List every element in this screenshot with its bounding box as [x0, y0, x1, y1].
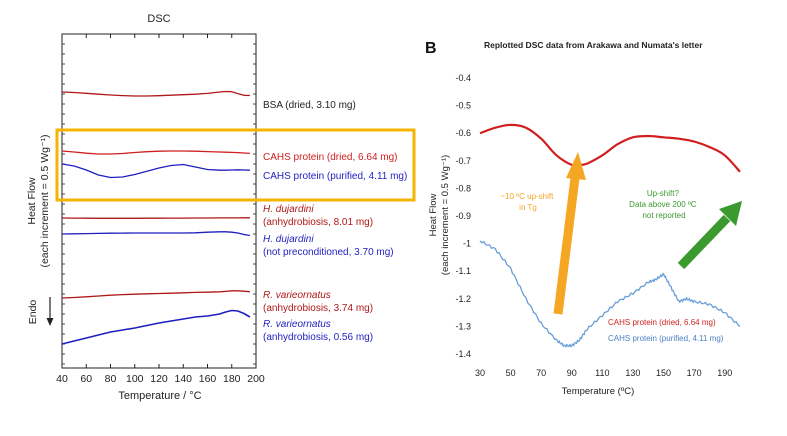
green-annotation-line1: Up-shift? — [647, 189, 680, 198]
panel-b-xtick-label: 70 — [536, 368, 546, 378]
panel-b-tick-labels: 30 50 70 90 110 130 150 170 190 -0.4 -0.5 -0.6 -0.7 -… — [455, 73, 732, 378]
panel-a-xtick-label: 160 — [199, 373, 217, 385]
panel-b-xtick-label: 110 — [595, 368, 609, 378]
panel-b-xtick-label: 170 — [687, 368, 702, 378]
panel-b-ytick-label: -0.8 — [455, 183, 471, 193]
panel-a-xtick-label: 200 — [247, 373, 265, 385]
panel-b-label: B — [425, 40, 437, 57]
panel-b-ylabel-line1: Heat Flow — [428, 193, 439, 236]
panel-a-legend-label: CAHS protein (purified, 4.11 mg) — [263, 171, 407, 182]
panel-a-legend: BSA (dried, 3.10 mg) CAHS protein (dried,… — [263, 100, 407, 343]
panel-b-title: Replotted DSC data from Arakawa and Numa… — [484, 40, 703, 50]
panel-b-ytick-label: -1.1 — [455, 266, 471, 276]
panel-a-legend-species: H. dujardini — [263, 204, 314, 215]
green-upshift-arrow-icon — [677, 201, 742, 270]
panel-b-xtick-label: 50 — [506, 368, 516, 378]
panel-b-xtick-label: 190 — [717, 368, 732, 378]
panel-a-xtick-label: 180 — [223, 373, 241, 385]
green-annotation-line2: Data above 200 ºC — [629, 200, 697, 209]
panel-a-legend-species: R. varieornatus — [263, 290, 331, 301]
panel-a-ylabel-2: (each increment = 0.5 Wg⁻¹) — [39, 134, 51, 267]
panel-a-legend-detail: (not preconditioned, 3.70 mg) — [263, 247, 394, 258]
highlight-box — [55, 128, 416, 202]
panel-a-series-line — [61, 163, 250, 179]
panel-b-red-line — [479, 123, 741, 173]
panel-b: B Replotted DSC data from Arakawa and Nu… — [425, 40, 742, 397]
panel-a-xtick-label: 120 — [150, 373, 168, 385]
panel-a-legend-detail: (anhydrobiosis, 8.01 mg) — [263, 217, 373, 228]
panel-b-ylabel: Heat Flow — [428, 193, 439, 236]
panel-b-ylabel-line2: (each increment = 0.5 Wg⁻¹) — [440, 155, 451, 275]
green-annotation: Up-shift? Data above 200 ºC not reported — [629, 189, 699, 220]
panel-b-ylabel-2: (each increment = 0.5 Wg⁻¹) — [440, 155, 451, 275]
panel-b-ytick-label: -0.5 — [455, 101, 471, 111]
panel-a-legend-detail: (anhydrobiosis, 3.74 mg) — [263, 303, 373, 314]
panel-b-ytick-label: -1 — [463, 239, 471, 249]
panel-b-xtick-label: 150 — [656, 368, 671, 378]
panel-a-ylabel-line2: (each increment = 0.5 Wg⁻¹) — [39, 134, 51, 267]
panel-a-series-line — [61, 309, 251, 345]
endo-arrow-icon — [46, 297, 54, 326]
orange-annotation-line2: in Tg — [519, 203, 537, 212]
panel-a-tick-labels: 40 60 80 100 120 140 160 180 200 — [56, 373, 265, 385]
panel-a-legend-species: H. dujardini — [263, 234, 314, 245]
panel-b-ytick-label: -0.7 — [455, 156, 471, 166]
panel-a-series-line — [61, 231, 251, 237]
panel-a-xtick-label: 80 — [105, 373, 117, 385]
panel-a-xtick-label: 60 — [80, 373, 92, 385]
panel-a-legend-label: BSA (dried, 3.10 mg) — [263, 100, 356, 111]
panel-a-ticks — [61, 34, 257, 368]
panel-b-xtick-label: 130 — [625, 368, 640, 378]
orange-upshift-arrow-icon — [553, 152, 586, 315]
panel-a-legend-detail: (anhydrobiosis, 0.56 mg) — [263, 332, 373, 343]
endo-label: Endo — [27, 300, 39, 325]
panel-a-xtick-label: 40 — [56, 373, 68, 385]
panel-b-ytick-label: -0.9 — [455, 211, 471, 221]
panel-a: DSC 40 60 80 100 120 140 160 180 200 Temperature… — [26, 13, 416, 402]
panel-a-xlabel: Temperature / °C — [118, 390, 201, 402]
panel-b-series — [479, 123, 741, 348]
green-annotation-line3: not reported — [642, 211, 685, 220]
panel-a-title: DSC — [147, 13, 170, 25]
panel-b-xlabel: Temperature (ºC) — [562, 386, 635, 397]
panel-a-legend-label: CAHS protein (dried, 6.64 mg) — [263, 152, 398, 163]
panel-b-blue-line — [479, 240, 741, 348]
panel-a-series-line — [61, 90, 250, 97]
panel-b-ytick-label: -0.4 — [455, 73, 471, 83]
panel-b-ytick-label: -1.2 — [455, 294, 471, 304]
panel-a-series-line — [61, 150, 250, 155]
panel-a-series — [61, 90, 251, 345]
panel-b-ytick-label: -0.6 — [455, 128, 471, 138]
panel-b-ytick-label: -1.3 — [455, 321, 471, 331]
panel-a-series-line — [61, 217, 250, 219]
panel-b-legend-blue: CAHS protein (purified, 4.11 mg) — [608, 334, 724, 343]
orange-annotation: ~10 ºC up-shift in Tg — [500, 192, 555, 212]
panel-a-legend-species: R. varieornatus — [263, 319, 331, 330]
panel-b-xtick-label: 90 — [567, 368, 577, 378]
panel-b-ytick-label: -1.4 — [455, 349, 471, 359]
panel-a-ylabel: Heat Flow — [26, 177, 38, 225]
panel-a-ylabel-line1: Heat Flow — [26, 177, 38, 225]
panel-a-series-line — [61, 290, 250, 299]
panel-b-legend-red: CAHS protein (dried, 6.64 mg) — [608, 318, 716, 327]
orange-annotation-line1: ~10 ºC up-shift — [500, 192, 554, 201]
panel-a-xtick-label: 100 — [126, 373, 144, 385]
panel-a-xtick-label: 140 — [174, 373, 192, 385]
panel-b-xtick-label: 30 — [475, 368, 485, 378]
